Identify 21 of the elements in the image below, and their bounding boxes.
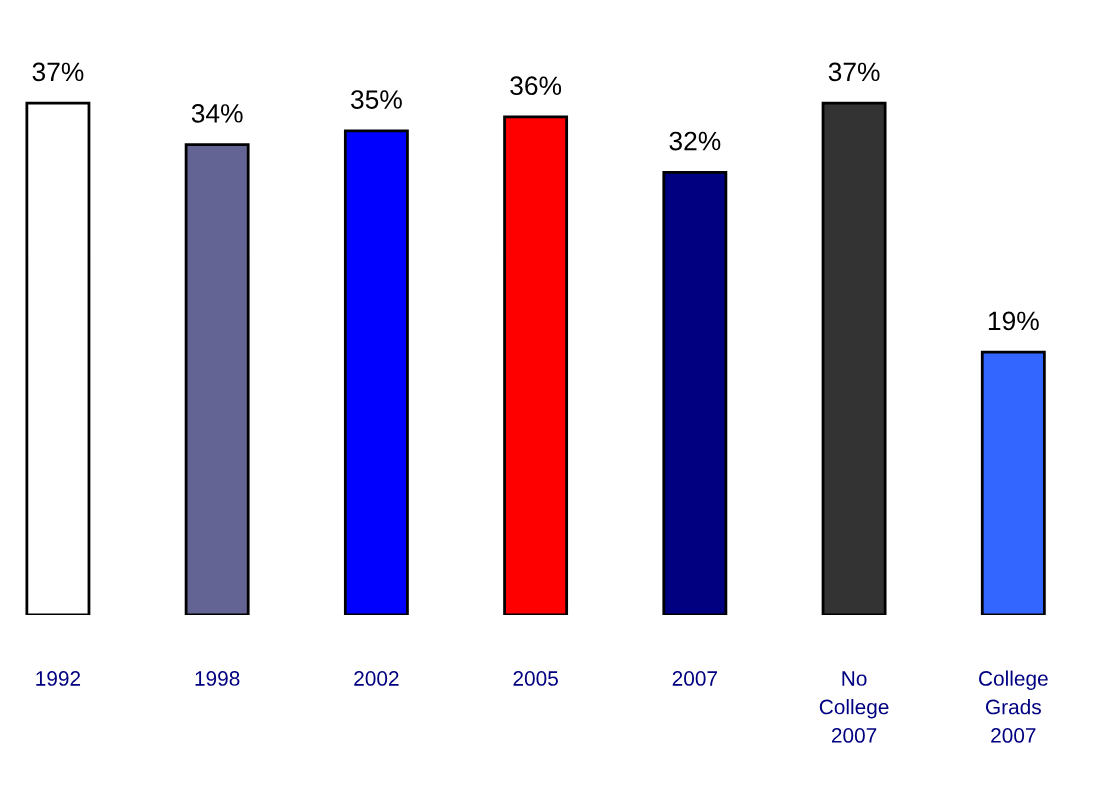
data-label: 34%: [191, 104, 243, 123]
data-label: 37%: [828, 62, 880, 82]
bar: [821, 101, 887, 615]
bar: [184, 143, 250, 615]
x-tick-label: College Grads 2007: [979, 670, 1048, 743]
data-label: 35%: [350, 90, 402, 109]
x-tick-label: No College 2007: [819, 671, 889, 743]
data-label: 36%: [510, 76, 562, 96]
data-label: 19%: [988, 311, 1039, 331]
x-tick-label: 2007: [672, 671, 717, 686]
x-tick-label: 1998: [195, 671, 240, 686]
bar: [25, 101, 91, 615]
bar: [980, 350, 1046, 615]
x-tick-label: 2005: [513, 671, 558, 686]
data-label: 32%: [669, 131, 721, 151]
x-tick-label: 1992: [36, 671, 81, 686]
x-tick-label: 2002: [354, 671, 399, 686]
bar: [503, 115, 569, 615]
bar: [662, 170, 728, 615]
bar: [343, 129, 409, 615]
data-label: 37%: [32, 62, 84, 82]
